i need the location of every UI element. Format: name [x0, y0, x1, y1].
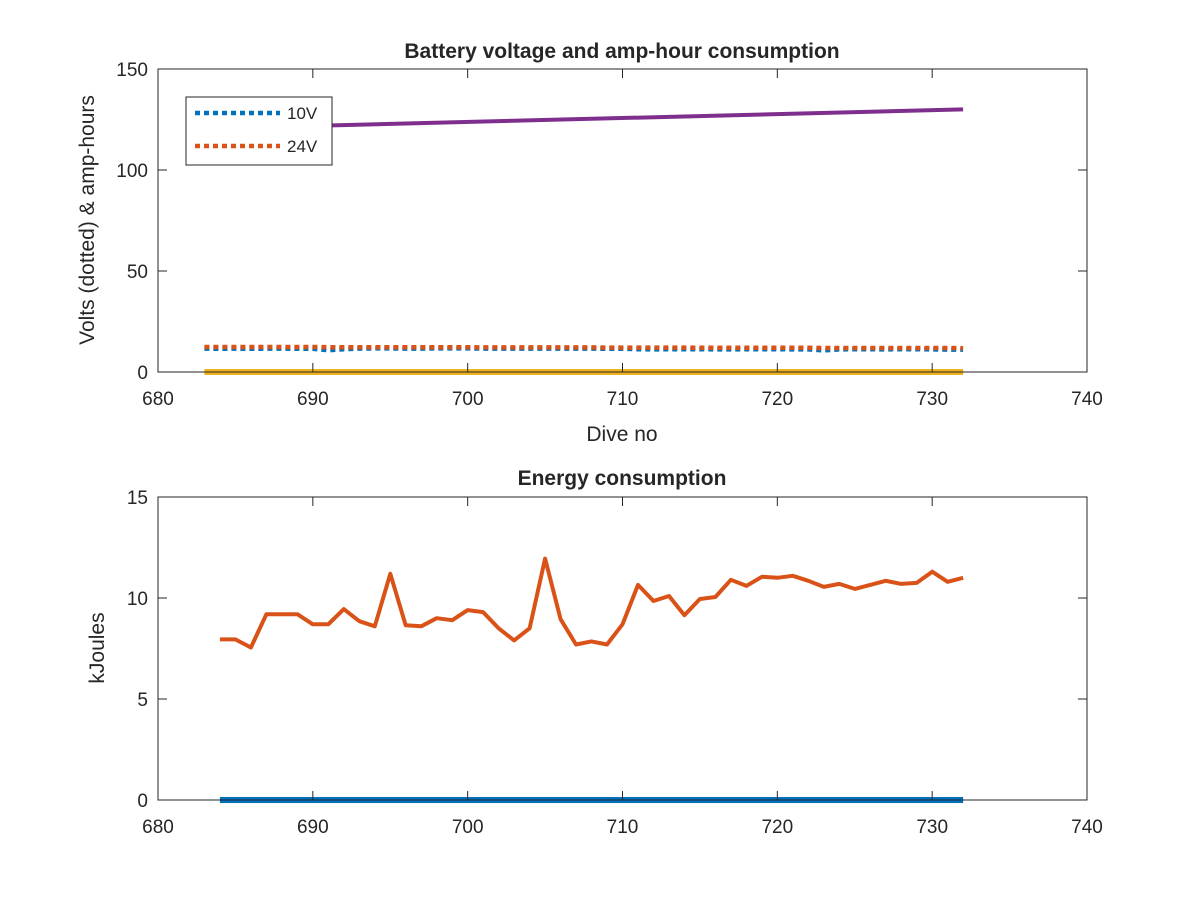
top-axes: 680 690 700 710 720 730 740 0 50 100 150 Battery v…: [76, 40, 1103, 446]
y-tick-label: 150: [116, 60, 148, 81]
top-axes-ticks: 680 690 700 710 720 730 740 0 50 100 150: [116, 60, 1103, 410]
bottom-axes-box: [157, 496, 1088, 801]
x-tick-label: 700: [452, 389, 484, 410]
bottom-plot-lines: [219, 556, 964, 803]
x-tick-label: 710: [607, 389, 639, 410]
y-tick-label: 15: [127, 488, 148, 509]
y-tick-label: 10: [127, 589, 148, 610]
x-tick-label: 710: [607, 817, 639, 838]
x-tick-label: 730: [916, 817, 948, 838]
series-line-1-1: [219, 556, 964, 650]
y-tick-label: 0: [137, 363, 148, 384]
y-tick-label: 5: [137, 690, 148, 711]
bottom-axes-ticks: 680 690 700 710 720 730 740 0 5 10 15: [127, 488, 1103, 838]
x-tick-label: 740: [1071, 817, 1103, 838]
top-chart-title: Battery voltage and amp-hour consumption: [404, 40, 839, 63]
x-tick-label: 690: [297, 817, 329, 838]
legend-label-24v: 24V: [287, 137, 318, 156]
series-line-0-1: [204, 344, 964, 351]
x-tick-label: 680: [142, 817, 174, 838]
x-tick-label: 740: [1071, 389, 1103, 410]
top-y-axis-label: Volts (dotted) & amp-hours: [76, 95, 99, 345]
x-tick-label: 730: [916, 389, 948, 410]
x-tick-label: 720: [761, 817, 793, 838]
x-tick-label: 700: [452, 817, 484, 838]
y-tick-label: 0: [137, 791, 148, 812]
bottom-chart-title: Energy consumption: [518, 467, 727, 490]
y-tick-label: 50: [127, 262, 148, 283]
x-tick-label: 720: [761, 389, 793, 410]
legend-box: [185, 96, 333, 166]
legend: 10V 24V: [185, 96, 333, 166]
legend-label-10v: 10V: [287, 104, 318, 123]
bottom-y-axis-label: kJoules: [86, 612, 109, 683]
x-tick-label: 690: [297, 389, 329, 410]
top-x-axis-label: Dive no: [586, 423, 657, 446]
x-tick-label: 680: [142, 389, 174, 410]
y-tick-label: 100: [116, 161, 148, 182]
bottom-axes: 680 690 700 710 720 730 740 0 5 10 15 Energy consu…: [86, 467, 1103, 838]
